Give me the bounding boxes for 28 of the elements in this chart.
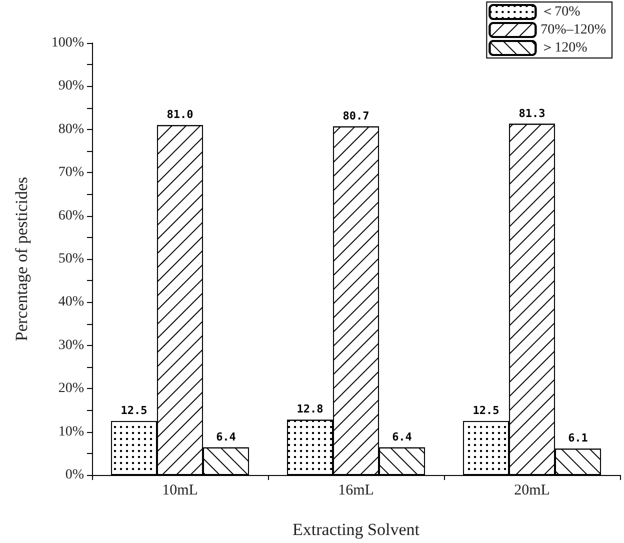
- data-label: 6.1: [568, 432, 588, 445]
- y-tick-label: 10%: [58, 424, 84, 440]
- x-tick-label: 10mL: [162, 482, 198, 498]
- legend-label: 70%–120%: [540, 22, 606, 38]
- data-label: 81.0: [166, 108, 194, 122]
- y-tick-label: 40%: [58, 294, 84, 310]
- y-tick-label: 20%: [58, 381, 84, 396]
- data-label: 12.5: [120, 404, 148, 417]
- legend-label: ＜70%: [540, 4, 581, 20]
- legend-label: ＞120%: [540, 40, 588, 56]
- y-tick-label: 0%: [65, 468, 84, 482]
- y-tick-label: 60%: [58, 208, 84, 224]
- y-tick-label: 70%: [58, 165, 84, 180]
- data-label: 12.8: [296, 402, 324, 416]
- data-label: 81.3: [518, 106, 546, 120]
- y-tick-label: 100%: [51, 36, 84, 50]
- y-axis-title: Percentage of pesticides: [12, 176, 31, 342]
- data-label: 12.5: [472, 404, 500, 417]
- x-tick-label: 16mL: [338, 482, 374, 498]
- y-tick-label: 30%: [58, 338, 84, 353]
- y-tick-label: 80%: [58, 122, 84, 137]
- y-tick-label: 90%: [58, 78, 84, 94]
- y-tick-label: 50%: [58, 252, 84, 266]
- data-label: 6.4: [216, 430, 236, 444]
- x-tick-label: 20mL: [514, 482, 550, 498]
- x-axis-title: Extracting Solvent: [292, 520, 420, 539]
- data-label: 6.4: [392, 430, 412, 444]
- data-label: 80.7: [342, 109, 370, 122]
